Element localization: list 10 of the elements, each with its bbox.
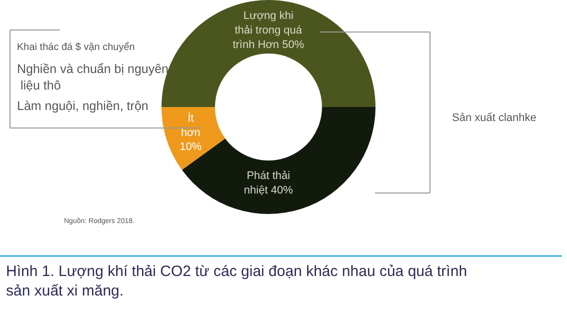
- slice-label: Lượng khi thải trong quá trình Hơn 50%: [232, 10, 304, 51]
- donut-slice: [182, 107, 376, 214]
- text: Hình 1. Lượng khí thải CO2 từ các giai đoạn khác nhau của quá trình sản xuất xi măng.: [6, 263, 468, 300]
- slice-label: Ít hơn 10%: [180, 111, 202, 154]
- donut-slice: [162, 107, 226, 170]
- text: Nghiền và chuẩn bị nguyên liệu thô: [17, 62, 169, 92]
- text: Làm nguội, nghiền, trộn: [17, 99, 148, 113]
- text: Sản xuất clanhke: [452, 112, 536, 124]
- text: Khai thác đá $ vận chuyển: [17, 41, 135, 53]
- slice-label: Phát thải nhiệt 40%: [244, 170, 294, 196]
